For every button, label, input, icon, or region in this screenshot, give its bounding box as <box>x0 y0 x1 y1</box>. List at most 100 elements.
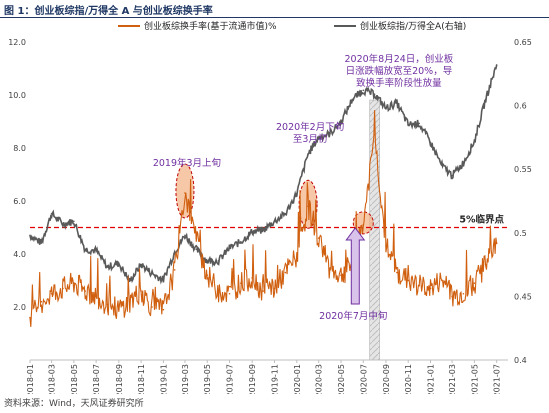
turnover-point-39 <box>462 292 465 295</box>
highlight-ellipse-3 <box>352 211 374 235</box>
ratio-point-23 <box>284 212 287 215</box>
x-tick-label: 2020-07 <box>359 364 368 394</box>
ratio-point-30 <box>362 89 365 92</box>
ratio-point-8 <box>118 262 120 265</box>
turnover-point-30 <box>362 224 365 226</box>
ratio-point-16 <box>206 259 209 262</box>
turnover-point-23 <box>284 271 287 274</box>
turnover-point-27 <box>329 269 331 271</box>
ratio-point-25 <box>307 153 309 155</box>
ratio-point-18 <box>228 247 231 249</box>
turnover-point-36 <box>429 287 432 290</box>
annotation-2020-02-line2: 至3月初 <box>293 133 328 145</box>
ratio-point-28 <box>340 121 342 123</box>
x-tick-label: 2018-03 <box>48 364 57 394</box>
turnover-point-8 <box>118 308 120 311</box>
x-tick-label: 2018-07 <box>92 364 101 394</box>
ratio-point-7 <box>106 266 109 268</box>
title-divider <box>0 17 549 18</box>
annotation-2020-02-line1: 2020年2月下旬 <box>276 121 344 133</box>
turnover-point-15 <box>195 237 198 239</box>
turnover-point-20 <box>251 277 253 279</box>
ratio-point-6 <box>95 249 97 252</box>
ratio-point-11 <box>151 272 153 275</box>
y-right-tick-label: 0.4 <box>514 356 527 365</box>
turnover-point-19 <box>240 282 242 284</box>
annotation-2019-03: 2019年3月上旬 <box>153 157 221 169</box>
turnover-point-34 <box>407 279 410 282</box>
turnover-point-24 <box>295 255 298 258</box>
ratio-point-20 <box>251 230 253 233</box>
y-right-tick-label: 0.6 <box>514 102 527 111</box>
series-line-turnover <box>29 110 498 327</box>
turnover-point-28 <box>340 274 342 277</box>
x-tick-label: 2018-09 <box>115 364 124 394</box>
x-tick-label: 2020-09 <box>382 364 391 394</box>
chart: 5%临界点 2.0 4.0 6.0 8.0 10.0 12.0 0.4 0.45 0.5 0.55… <box>8 20 532 394</box>
ratio-point-9 <box>128 280 131 282</box>
y-left-tick-label: 12.0 <box>8 38 26 47</box>
y-left-tick-label: 6.0 <box>13 197 26 206</box>
x-tick-label: 2020-01 <box>293 364 302 394</box>
x-tick-label: 2018-01 <box>26 364 35 394</box>
ratio-point-40 <box>473 140 476 143</box>
ratio-point-35 <box>418 122 420 125</box>
x-tick-label: 2020-03 <box>315 364 324 394</box>
turnover-point-3 <box>62 287 64 290</box>
ratio-point-14 <box>184 234 186 237</box>
ratio-point-34 <box>407 123 410 126</box>
turnover-point-35 <box>418 285 420 287</box>
ratio-point-41 <box>484 98 487 101</box>
x-tick-label: 2019-11 <box>270 364 279 394</box>
y-right-tick-label: 0.45 <box>514 292 532 301</box>
series-line-ratio <box>29 64 498 285</box>
x-tick-label: 2020-11 <box>404 364 413 394</box>
ratio-point-12 <box>162 279 165 281</box>
y-right-tick-label: 0.55 <box>514 165 532 174</box>
ratio-point-15 <box>195 248 198 251</box>
turnover-point-9 <box>128 300 131 303</box>
annotation-2020-08-line3: 致换手率阶段性放量 <box>356 77 442 89</box>
source-note: 资料来源：Wind，天风证券研究所 <box>4 399 144 409</box>
ratio-point-37 <box>441 164 443 167</box>
ratio-point-4 <box>73 220 75 223</box>
annotation-2020-08-line1: 2020年8月24日，创业板 <box>344 53 453 65</box>
ratio-point-22 <box>273 220 276 223</box>
turnover-point-11 <box>151 306 153 308</box>
turnover-point-4 <box>73 282 75 284</box>
ratio-point-33 <box>396 102 398 104</box>
ratio-point-21 <box>262 229 264 232</box>
turnover-point-41 <box>484 263 487 266</box>
turnover-point-2 <box>50 292 53 295</box>
ratio-point-26 <box>317 136 320 139</box>
turnover-point-18 <box>228 292 231 295</box>
ratio-point-42 <box>495 64 498 66</box>
turnover-point-32 <box>385 245 387 247</box>
x-tick-label: 2019-03 <box>181 364 190 394</box>
turnover-point-14 <box>184 192 186 194</box>
x-tick-label: 2021-03 <box>448 364 457 394</box>
annotation-arrow-2020-07 <box>345 227 366 305</box>
ratio-point-24 <box>295 192 298 195</box>
ratio-point-29 <box>351 98 354 101</box>
turnover-point-25 <box>307 205 309 208</box>
y-left-tick-label: 10.0 <box>8 91 26 100</box>
ratio-point-5 <box>84 248 86 251</box>
turnover-point-21 <box>262 290 264 292</box>
turnover-point-6 <box>95 295 97 298</box>
ratio-point-1 <box>40 242 43 244</box>
x-tick-label: 2019-01 <box>159 364 168 394</box>
turnover-point-5 <box>84 290 86 292</box>
turnover-point-31 <box>373 133 376 136</box>
ratio-point-17 <box>217 259 220 262</box>
turnover-point-13 <box>173 269 176 271</box>
x-tick-label: 2021-07 <box>493 364 502 394</box>
x-tick-label: 2019-07 <box>226 364 235 394</box>
turnover-point-1 <box>40 300 43 303</box>
annotation-2020-07: 2020年7月中旬 <box>319 310 387 322</box>
turnover-point-16 <box>206 274 209 277</box>
ratio-point-10 <box>140 263 142 266</box>
ratio-point-39 <box>462 162 465 164</box>
turnover-point-26 <box>317 237 320 239</box>
